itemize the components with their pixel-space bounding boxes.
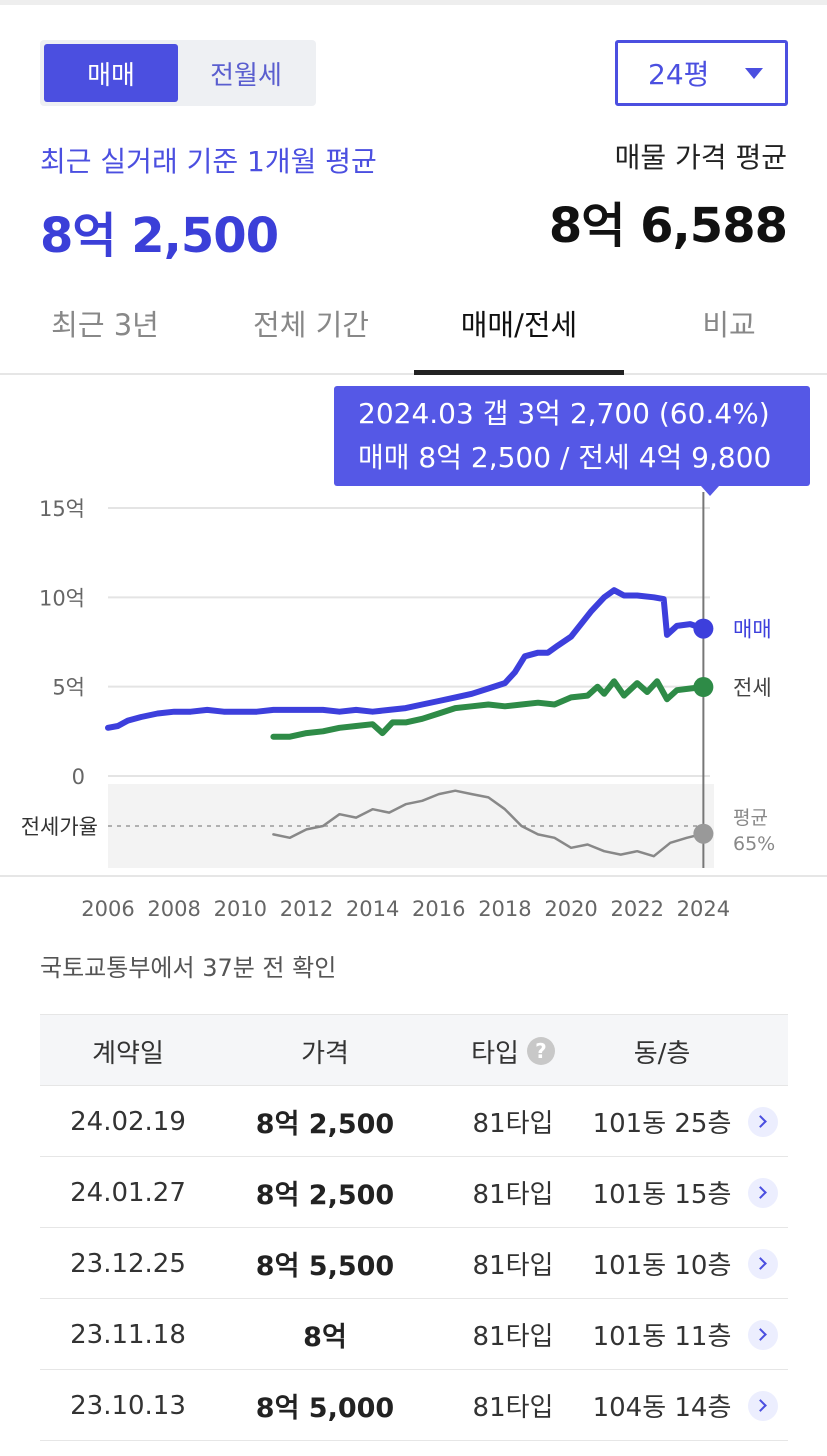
table-row[interactable]: 23.10.13 8억 5,000 81타입 104동 14층 [40, 1370, 788, 1441]
row-date: 24.01.27 [70, 1177, 186, 1208]
tooltip-gap-line: 2024.03 갭 3억 2,700 (60.4%) [358, 397, 770, 430]
table-row[interactable]: 23.11.18 8억 81타입 101동 11층 [40, 1299, 788, 1370]
ratio-average-label: 평균 [733, 807, 768, 829]
recent-average-value: 8억 2,500 [40, 208, 279, 264]
row-price: 8억 5,500 [255, 1251, 395, 1282]
sale-marker [693, 618, 714, 639]
row-dong-floor: 101동 15층 [592, 1180, 732, 1210]
row-dong-floor: 104동 14층 [592, 1393, 732, 1423]
jeonse-series-label: 전세 [733, 676, 772, 700]
tab-recent-3y[interactable]: 최근 3년 [51, 308, 159, 342]
trade-type-toggle: 매매 전월세 [40, 40, 316, 106]
size-select[interactable]: 24평 [615, 40, 788, 106]
tab-all-period[interactable]: 전체 기간 [253, 308, 369, 342]
x-tick-label: 2008 [147, 897, 200, 921]
header-date: 계약일 [92, 1038, 164, 1069]
x-tick-label: 2020 [544, 897, 597, 921]
row-dong-floor: 101동 25층 [592, 1109, 732, 1139]
y-tick-label: 10억 [39, 586, 85, 610]
sale-line [105, 587, 707, 731]
listing-average-label: 매물 가격 평균 [614, 141, 787, 174]
ratio-average-value: 65% [733, 833, 775, 855]
x-tick-label: 2012 [280, 897, 333, 921]
chevron-right-icon[interactable] [748, 1107, 778, 1137]
tab-sale-jeonse[interactable]: 매매/전세 [414, 290, 624, 375]
chevron-right-icon[interactable] [748, 1391, 778, 1421]
transaction-table: 계약일 가격 타입 ? 동/층 24.02.19 8억 2,500 81타입 101동… [40, 1014, 788, 1441]
x-tick-label: 2014 [346, 897, 399, 921]
jeonse-marker [693, 677, 714, 698]
ratio-marker [693, 823, 714, 844]
row-date: 24.02.19 [70, 1106, 186, 1137]
row-type: 81타입 [472, 1180, 554, 1210]
table-header: 계약일 가격 타입 ? 동/층 [40, 1014, 788, 1086]
table-row[interactable]: 24.01.27 8억 2,500 81타입 101동 15층 [40, 1157, 788, 1228]
x-tick-label: 2016 [412, 897, 465, 921]
rent-toggle-button[interactable]: 전월세 [210, 60, 282, 91]
ratio-line [272, 789, 705, 858]
sale-toggle-button[interactable]: 매매 [44, 44, 178, 102]
caret-down-icon [745, 68, 763, 79]
row-date: 23.11.18 [70, 1319, 186, 1350]
price-chart[interactable]: 15억 10억 5억 0 전세가율 2006 2008 2010 2012 2014 2016 201… [0, 380, 827, 940]
row-price: 8억 [303, 1322, 347, 1353]
x-tick-label: 2024 [677, 897, 730, 921]
row-date: 23.12.25 [70, 1248, 186, 1279]
x-tick-label: 2006 [81, 897, 134, 921]
y-tick-label: 15억 [39, 497, 85, 521]
tooltip-price-line: 매매 8억 2,500 / 전세 4억 9,800 [358, 441, 772, 474]
sale-series-label: 매매 [733, 618, 772, 642]
y-tick-label: 0 [72, 765, 85, 789]
x-tick-label: 2022 [611, 897, 664, 921]
row-type: 81타입 [472, 1393, 554, 1423]
x-tick-label: 2010 [214, 897, 267, 921]
row-price: 8억 2,500 [255, 1109, 395, 1140]
recent-average-label: 최근 실거래 기준 1개월 평균 [40, 145, 377, 178]
row-type: 81타입 [472, 1322, 554, 1352]
table-row[interactable]: 23.12.25 8억 5,500 81타입 101동 10층 [40, 1228, 788, 1299]
header-dong-floor: 동/층 [633, 1038, 691, 1069]
x-tick-label: 2018 [478, 897, 531, 921]
top-divider [0, 0, 827, 5]
row-price: 8억 5,000 [255, 1393, 395, 1424]
source-note: 국토교통부에서 37분 전 확인 [40, 954, 337, 982]
header-price: 가격 [301, 1038, 349, 1069]
header-type: 타입 ? [434, 1015, 592, 1087]
table-row[interactable]: 24.02.19 8억 2,500 81타입 101동 25층 [40, 1086, 788, 1157]
chevron-right-icon[interactable] [748, 1178, 778, 1208]
row-date: 23.10.13 [70, 1390, 186, 1421]
ratio-axis-label: 전세가율 [21, 815, 98, 839]
tab-compare[interactable]: 비교 [702, 308, 756, 342]
chart-tooltip: 2024.03 갭 3억 2,700 (60.4%) 매매 8억 2,500 /… [334, 386, 810, 496]
help-icon[interactable]: ? [526, 1037, 555, 1065]
y-tick-label: 5억 [52, 676, 85, 700]
chevron-right-icon[interactable] [748, 1320, 778, 1350]
row-dong-floor: 101동 10층 [592, 1251, 732, 1281]
row-type: 81타입 [472, 1251, 554, 1281]
row-dong-floor: 101동 11층 [592, 1322, 732, 1352]
jeonse-line [270, 678, 707, 740]
row-type: 81타입 [472, 1109, 554, 1139]
header-type-label: 타입 [471, 1038, 519, 1069]
size-select-value: 24평 [648, 58, 710, 91]
row-price: 8억 2,500 [255, 1180, 395, 1211]
listing-average-value: 8억 6,588 [548, 198, 788, 254]
period-tabs: 최근 3년 전체 기간 매매/전세 비교 [0, 290, 827, 375]
chevron-right-icon[interactable] [748, 1249, 778, 1279]
